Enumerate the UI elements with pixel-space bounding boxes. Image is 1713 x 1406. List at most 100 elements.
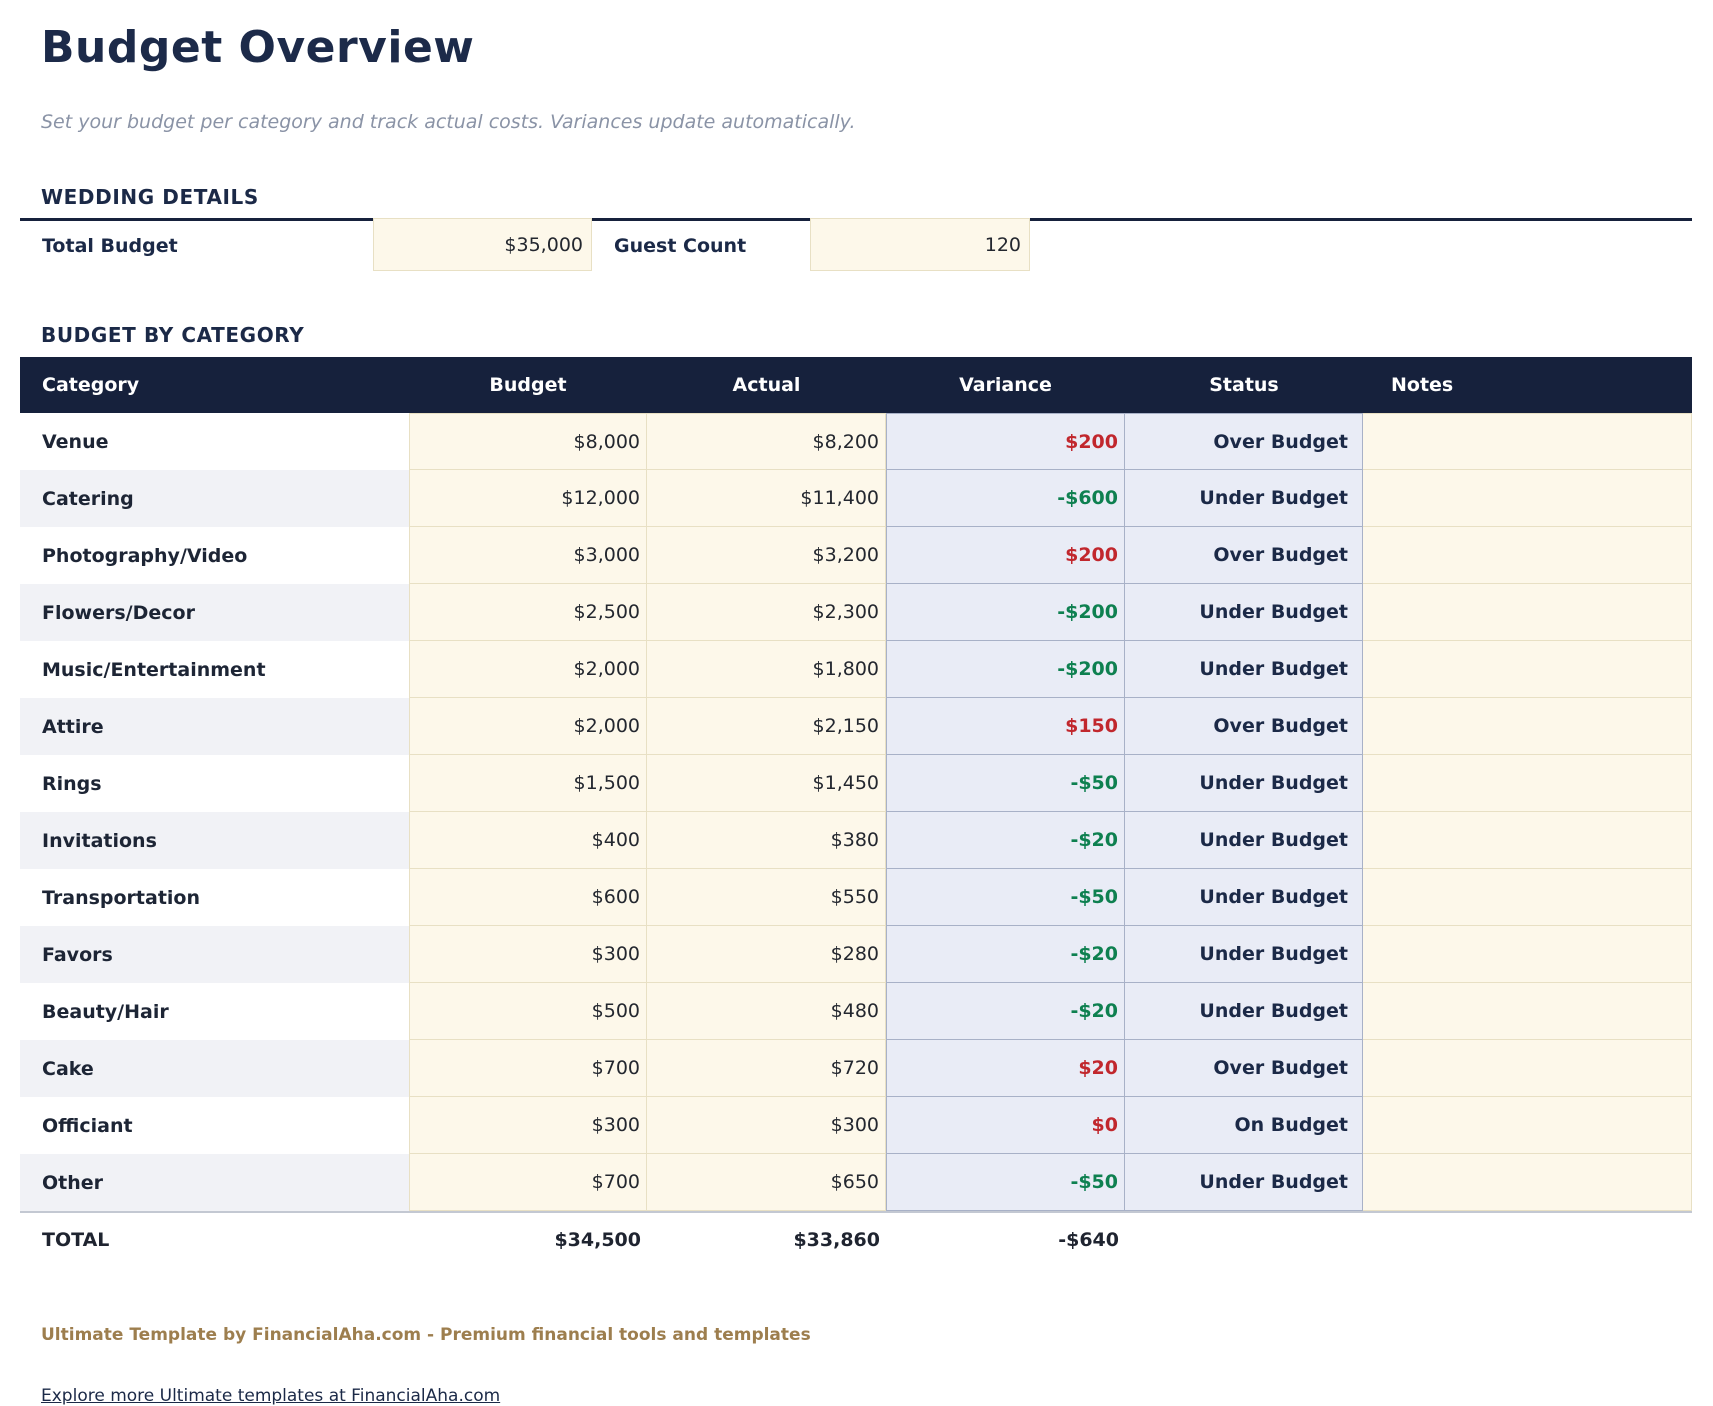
budget-cell[interactable]: $3,000 — [409, 527, 647, 584]
table-row: Attire $2,000 $2,150 $150 Over Budget — [20, 698, 1692, 755]
actual-cell[interactable]: $1,800 — [647, 641, 886, 698]
actual-cell[interactable]: $300 — [647, 1097, 886, 1154]
budget-cell[interactable]: $700 — [409, 1040, 647, 1097]
guest-count-input[interactable]: 120 — [810, 218, 1030, 271]
variance-cell: -$20 — [886, 926, 1125, 983]
variance-cell: -$20 — [886, 812, 1125, 869]
actual-cell[interactable]: $3,200 — [647, 527, 886, 584]
category-cell: Music/Entertainment — [42, 658, 266, 681]
budget-cell[interactable]: $500 — [409, 983, 647, 1040]
notes-cell[interactable] — [1363, 584, 1692, 641]
notes-cell[interactable] — [1363, 983, 1692, 1040]
notes-cell[interactable] — [1363, 1154, 1692, 1211]
table-row: Transportation $600 $550 -$50 Under Budg… — [20, 869, 1692, 926]
table-body: Venue $8,000 $8,200 $200 Over Budget Cat… — [20, 413, 1692, 1211]
page-title: Budget Overview — [41, 22, 475, 73]
variance-cell: $200 — [886, 527, 1125, 584]
actual-cell[interactable]: $2,150 — [647, 698, 886, 755]
variance-cell: -$50 — [886, 755, 1125, 812]
actual-cell[interactable]: $720 — [647, 1040, 886, 1097]
status-cell: Under Budget — [1125, 470, 1363, 527]
budget-cell[interactable]: $300 — [409, 926, 647, 983]
notes-cell[interactable] — [1363, 1040, 1692, 1097]
actual-cell[interactable]: $480 — [647, 983, 886, 1040]
status-cell: Under Budget — [1125, 869, 1363, 926]
wedding-details-row: Total Budget $35,000 Guest Count 120 — [20, 218, 1692, 271]
budget-cell[interactable]: $1,500 — [409, 755, 647, 812]
budget-table: Category Budget Actual Variance Status N… — [20, 357, 1692, 1267]
notes-cell[interactable] — [1363, 812, 1692, 869]
category-cell: Flowers/Decor — [20, 584, 409, 641]
variance-cell: -$200 — [886, 584, 1125, 641]
table-row: Cake $700 $720 $20 Over Budget — [20, 1040, 1692, 1097]
notes-cell[interactable] — [1363, 413, 1692, 470]
actual-cell[interactable]: $650 — [647, 1154, 886, 1211]
table-row: Other $700 $650 -$50 Under Budget — [20, 1154, 1692, 1211]
status-cell: Under Budget — [1125, 755, 1363, 812]
footer-credit: Ultimate Template by FinancialAha.com - … — [41, 1325, 811, 1345]
budget-cell[interactable]: $8,000 — [409, 413, 647, 470]
budget-cell[interactable]: $12,000 — [409, 470, 647, 527]
table-row: Venue $8,000 $8,200 $200 Over Budget — [20, 413, 1692, 470]
notes-cell[interactable] — [1363, 698, 1692, 755]
category-cell: Rings — [42, 772, 102, 795]
section-title-budget-by-category: BUDGET BY CATEGORY — [41, 323, 305, 347]
actual-cell[interactable]: $380 — [647, 812, 886, 869]
budget-cell[interactable]: $2,500 — [409, 584, 647, 641]
table-header-row: Category Budget Actual Variance Status N… — [20, 357, 1692, 413]
status-cell: Under Budget — [1125, 983, 1363, 1040]
status-cell: Under Budget — [1125, 926, 1363, 983]
budget-cell[interactable]: $2,000 — [409, 641, 647, 698]
column-header-actual: Actual — [732, 374, 801, 396]
category-cell: Transportation — [42, 886, 201, 909]
variance-cell: -$50 — [886, 1154, 1125, 1211]
variance-cell: -$200 — [886, 641, 1125, 698]
notes-cell[interactable] — [1363, 926, 1692, 983]
notes-cell[interactable] — [1363, 470, 1692, 527]
notes-cell[interactable] — [1363, 641, 1692, 698]
budget-cell[interactable]: $700 — [409, 1154, 647, 1211]
section-title-wedding-details: WEDDING DETAILS — [41, 185, 259, 209]
actual-cell[interactable]: $8,200 — [647, 413, 886, 470]
status-cell: Over Budget — [1125, 413, 1363, 470]
category-cell: Attire — [20, 698, 409, 755]
footer-link[interactable]: Explore more Ultimate templates at Finan… — [41, 1386, 501, 1406]
notes-cell[interactable] — [1363, 869, 1692, 926]
actual-cell[interactable]: $2,300 — [647, 584, 886, 641]
category-cell: Catering — [20, 470, 409, 527]
column-header-budget: Budget — [489, 374, 567, 396]
status-cell: Over Budget — [1125, 698, 1363, 755]
wedding-details-filler — [1030, 218, 1692, 271]
status-cell: Under Budget — [1125, 812, 1363, 869]
guest-count-label: Guest Count — [592, 218, 810, 271]
status-cell: Over Budget — [1125, 1040, 1363, 1097]
notes-cell[interactable] — [1363, 755, 1692, 812]
total-budget-input[interactable]: $35,000 — [373, 218, 592, 271]
page-subtitle: Set your budget per category and track a… — [41, 111, 856, 133]
category-cell: Photography/Video — [42, 544, 248, 567]
total-variance: -$640 — [1058, 1229, 1119, 1251]
table-row: Invitations $400 $380 -$20 Under Budget — [20, 812, 1692, 869]
budget-cell[interactable]: $300 — [409, 1097, 647, 1154]
budget-cell[interactable]: $400 — [409, 812, 647, 869]
category-cell: Invitations — [20, 812, 409, 869]
total-actual: $33,860 — [793, 1229, 880, 1251]
budget-cell[interactable]: $600 — [409, 869, 647, 926]
table-row: Rings $1,500 $1,450 -$50 Under Budget — [20, 755, 1692, 812]
variance-cell: $200 — [886, 413, 1125, 470]
notes-cell[interactable] — [1363, 1097, 1692, 1154]
status-cell: On Budget — [1125, 1097, 1363, 1154]
actual-cell[interactable]: $280 — [647, 926, 886, 983]
variance-cell: $0 — [886, 1097, 1125, 1154]
variance-cell: $20 — [886, 1040, 1125, 1097]
status-cell: Under Budget — [1125, 584, 1363, 641]
table-row: Beauty/Hair $500 $480 -$20 Under Budget — [20, 983, 1692, 1040]
notes-cell[interactable] — [1363, 527, 1692, 584]
category-cell: Officiant — [42, 1114, 133, 1137]
actual-cell[interactable]: $550 — [647, 869, 886, 926]
actual-cell[interactable]: $11,400 — [647, 470, 886, 527]
budget-cell[interactable]: $2,000 — [409, 698, 647, 755]
variance-cell: -$50 — [886, 869, 1125, 926]
actual-cell[interactable]: $1,450 — [647, 755, 886, 812]
